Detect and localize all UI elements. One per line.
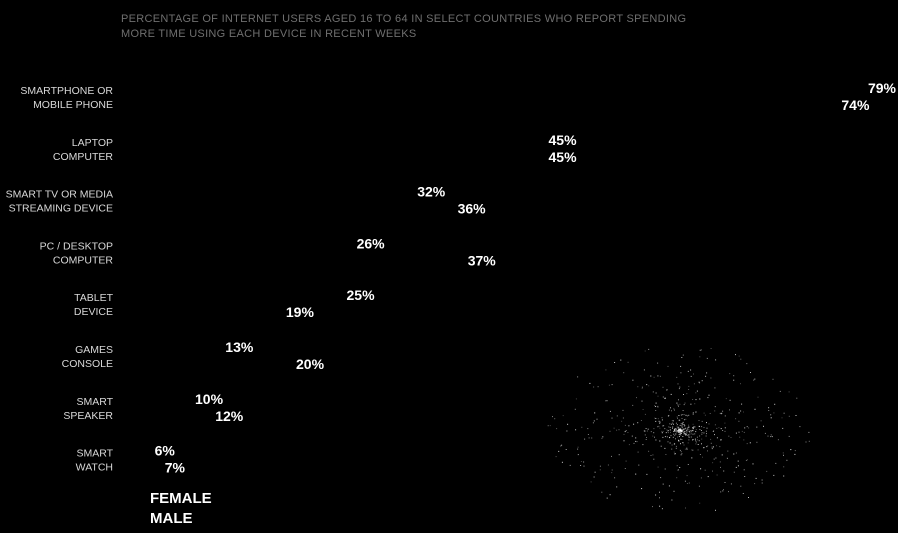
category-label-4-line-2: DEVICE <box>74 306 113 318</box>
value-label-male-3: 37% <box>468 252 497 268</box>
category-label-5-line-2: CONSOLE <box>62 358 113 370</box>
category-label-6-line-1: SMART <box>76 396 113 408</box>
value-label-male-6: 12% <box>215 408 244 424</box>
category-label-4-line-1: TABLET <box>74 292 113 304</box>
category-label-7-line-2: WATCH <box>76 462 113 474</box>
legend-item-female: FEMALE <box>150 490 212 507</box>
value-label-female-5: 13% <box>225 339 254 355</box>
value-label-male-5: 20% <box>296 356 325 372</box>
subtitle-line-1: PERCENTAGE OF INTERNET USERS AGED 16 TO … <box>121 13 687 25</box>
category-label-6-line-2: SPEAKER <box>63 410 113 422</box>
category-label-0-line-1: SMARTPHONE OR <box>20 85 113 97</box>
legend: FEMALE MALE <box>150 489 212 529</box>
category-label-1-line-2: COMPUTER <box>53 151 114 163</box>
value-label-male-7: 7% <box>165 460 186 476</box>
value-label-female-4: 25% <box>347 287 376 303</box>
subtitle-line-2: MORE TIME USING EACH DEVICE IN RECENT WE… <box>121 28 417 40</box>
value-label-female-2: 32% <box>417 184 446 200</box>
category-label-3-line-1: PC / DESKTOP <box>40 240 113 252</box>
value-label-female-3: 26% <box>357 235 386 251</box>
value-label-female-6: 10% <box>195 391 224 407</box>
category-label-0-line-2: MOBILE PHONE <box>33 99 113 111</box>
value-label-female-7: 6% <box>155 443 176 459</box>
value-label-male-0: 74% <box>841 97 870 113</box>
value-label-male-1: 45% <box>549 149 578 165</box>
chart-subtitle: PERCENTAGE OF INTERNET USERS AGED 16 TO … <box>121 12 761 42</box>
value-label-female-0: 79% <box>868 80 897 96</box>
category-label-3-line-2: COMPUTER <box>53 254 114 266</box>
value-label-male-2: 36% <box>458 201 487 217</box>
value-label-male-4: 19% <box>286 304 315 320</box>
legend-item-male: MALE <box>150 510 193 527</box>
category-label-7-line-1: SMART <box>76 448 113 460</box>
category-label-2-line-1: SMART TV OR MEDIA <box>6 189 113 201</box>
category-label-1-line-1: LAPTOP <box>72 137 113 149</box>
value-label-female-1: 45% <box>549 132 578 148</box>
category-label-2-line-2: STREAMING DEVICE <box>9 203 113 215</box>
category-label-5-line-1: GAMES <box>75 344 113 356</box>
